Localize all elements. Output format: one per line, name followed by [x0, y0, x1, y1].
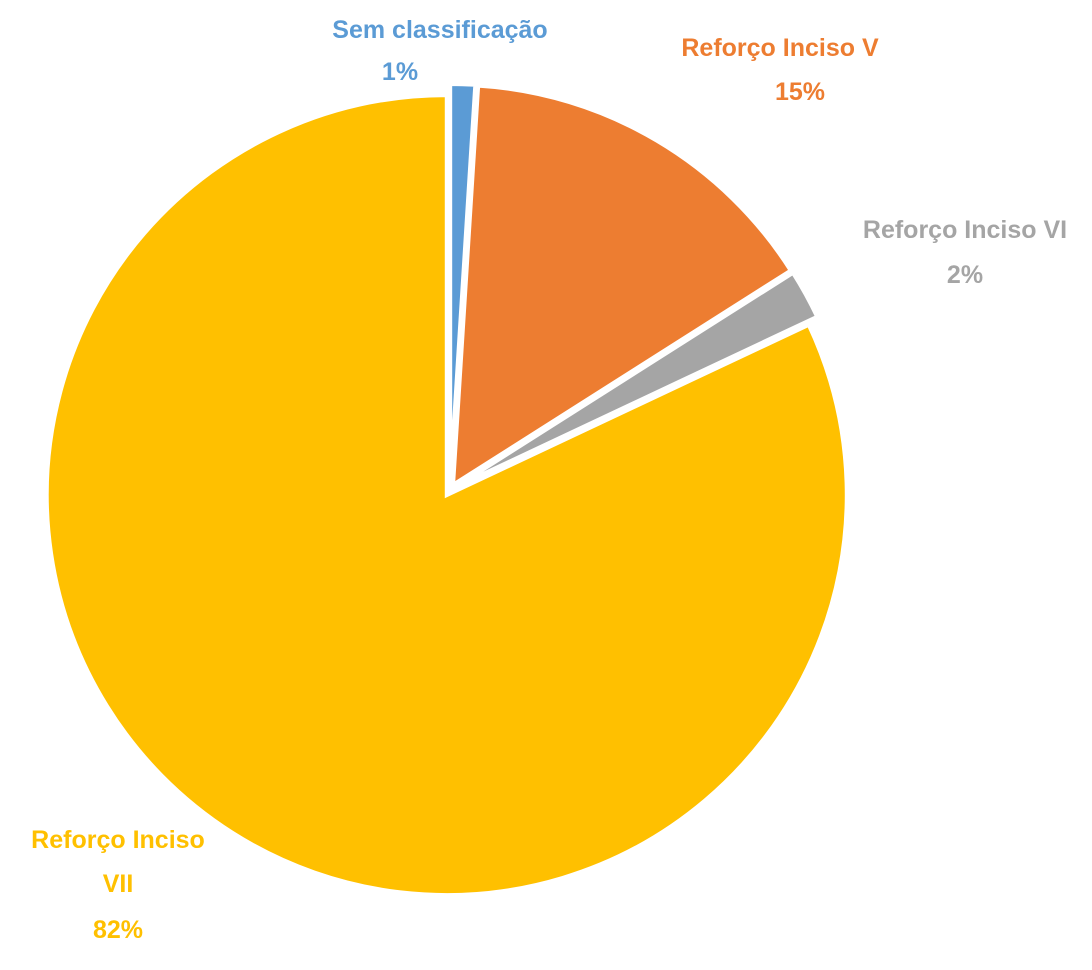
- value-label: 15%: [774, 78, 826, 106]
- pie-slice: [448, 82, 478, 485]
- category-label: Reforço Inciso VII: [31, 826, 205, 898]
- category-label: Reforço Inciso VI: [862, 216, 1068, 244]
- pie-slice: [450, 83, 794, 489]
- category-label: Reforço Inciso V: [681, 34, 879, 62]
- value-label: 82%: [92, 916, 144, 944]
- value-label: 1%: [381, 58, 419, 86]
- category-label: Sem classificação: [332, 16, 548, 44]
- pie-slice: [44, 93, 849, 898]
- value-label: 2%: [946, 261, 984, 289]
- pie-slice: [454, 270, 820, 489]
